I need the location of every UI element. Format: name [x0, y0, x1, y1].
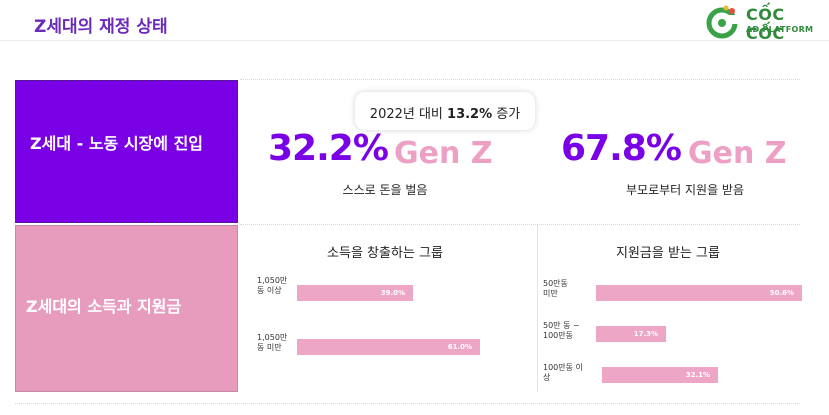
brand-logo: CỐC CỐC AD PLATFORM	[705, 3, 820, 43]
callout-text: 2022년 대비 13.2% 증가	[369, 107, 521, 122]
title-divider	[0, 40, 829, 41]
bar-value: 50.6%	[769, 289, 794, 297]
bar: 17.3%	[596, 326, 666, 342]
bar-label: 100만동 이 상	[543, 363, 583, 382]
bar: 61.0%	[297, 339, 480, 355]
bar-value: 17.3%	[633, 330, 658, 338]
divider	[240, 79, 800, 80]
coccoc-logo-icon	[706, 5, 738, 39]
bar-value: 39.0%	[380, 289, 405, 297]
row-label-text: Z세대의 소득과 지원금	[26, 297, 182, 316]
bar: 39.0%	[297, 285, 413, 301]
divider	[240, 224, 800, 225]
bar-label: 50만동 미만	[543, 279, 568, 298]
growth-callout: 2022년 대비 13.2% 증가	[355, 92, 535, 130]
bar-label: 1,050만 동 미만	[257, 333, 288, 352]
divider	[15, 403, 800, 404]
row-label-labor: Z세대 - 노동 시장에 진입	[15, 80, 238, 223]
section-divider	[537, 225, 538, 392]
earners-title: 소득을 창출하는 그룹	[327, 246, 443, 261]
bar-label: 50만 동 ~ 100만동	[543, 321, 580, 340]
stat-tag: Gen Z	[688, 136, 787, 171]
callout-highlight: 13.2%	[447, 107, 493, 122]
bar: 32.1%	[602, 367, 718, 383]
brand-name: CỐC CỐC	[746, 5, 785, 43]
stat-value: 32.2%	[268, 128, 389, 169]
brand-subtitle: AD PLATFORM	[746, 25, 814, 34]
stat-tag: Gen Z	[394, 136, 493, 171]
stat-value: 67.8%	[561, 128, 682, 169]
supported-title: 지원금을 받는 그룹	[616, 246, 720, 261]
row-label-text: Z세대 - 노동 시장에 진입	[30, 134, 204, 153]
bar: 50.6%	[596, 285, 802, 301]
bar-label: 1,050만 동 이상	[257, 276, 288, 295]
page-title: Z세대의 재정 상태	[34, 17, 168, 37]
bar-value: 61.0%	[447, 343, 472, 351]
row-label-income: Z세대의 소득과 지원금	[15, 225, 238, 392]
stat-caption: 부모로부터 지원을 받음	[625, 183, 745, 197]
bar-value: 32.1%	[685, 371, 710, 379]
stat-caption: 스스로 돈을 벌음	[342, 183, 428, 197]
